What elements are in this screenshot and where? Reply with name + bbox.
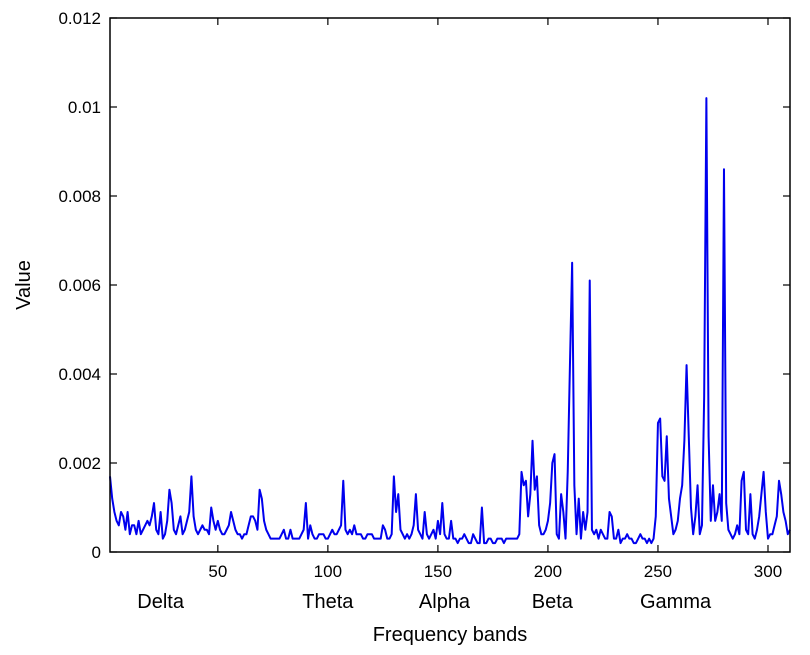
- plot-frame: [109, 17, 791, 553]
- y-tick-label: 0.002: [58, 454, 101, 473]
- band-label: Alpha: [419, 591, 471, 613]
- y-tick-label: 0: [92, 543, 101, 562]
- y-tick-label: 0.004: [58, 365, 101, 384]
- y-tick-label: 0.008: [58, 187, 101, 206]
- x-tick-label: 100: [314, 562, 342, 581]
- x-tick-label: 200: [534, 562, 562, 581]
- y-tick-label: 0.006: [58, 276, 101, 295]
- band-label: Theta: [302, 591, 354, 613]
- series-line-0: [109, 97, 791, 545]
- x-tick-label: 50: [208, 562, 227, 581]
- band-label: Beta: [532, 591, 574, 613]
- y-axis-title: Value: [13, 260, 35, 310]
- y-tick-label: 0.01: [68, 98, 101, 117]
- x-tick-label: 250: [644, 562, 672, 581]
- x-tick-label: 300: [754, 562, 782, 581]
- band-label: Delta: [137, 591, 185, 613]
- y-tick-label: 0.012: [58, 9, 101, 28]
- x-tick-label: 150: [424, 562, 452, 581]
- band-label: Gamma: [640, 591, 712, 613]
- x-axis-title: Frequency bands: [373, 624, 528, 646]
